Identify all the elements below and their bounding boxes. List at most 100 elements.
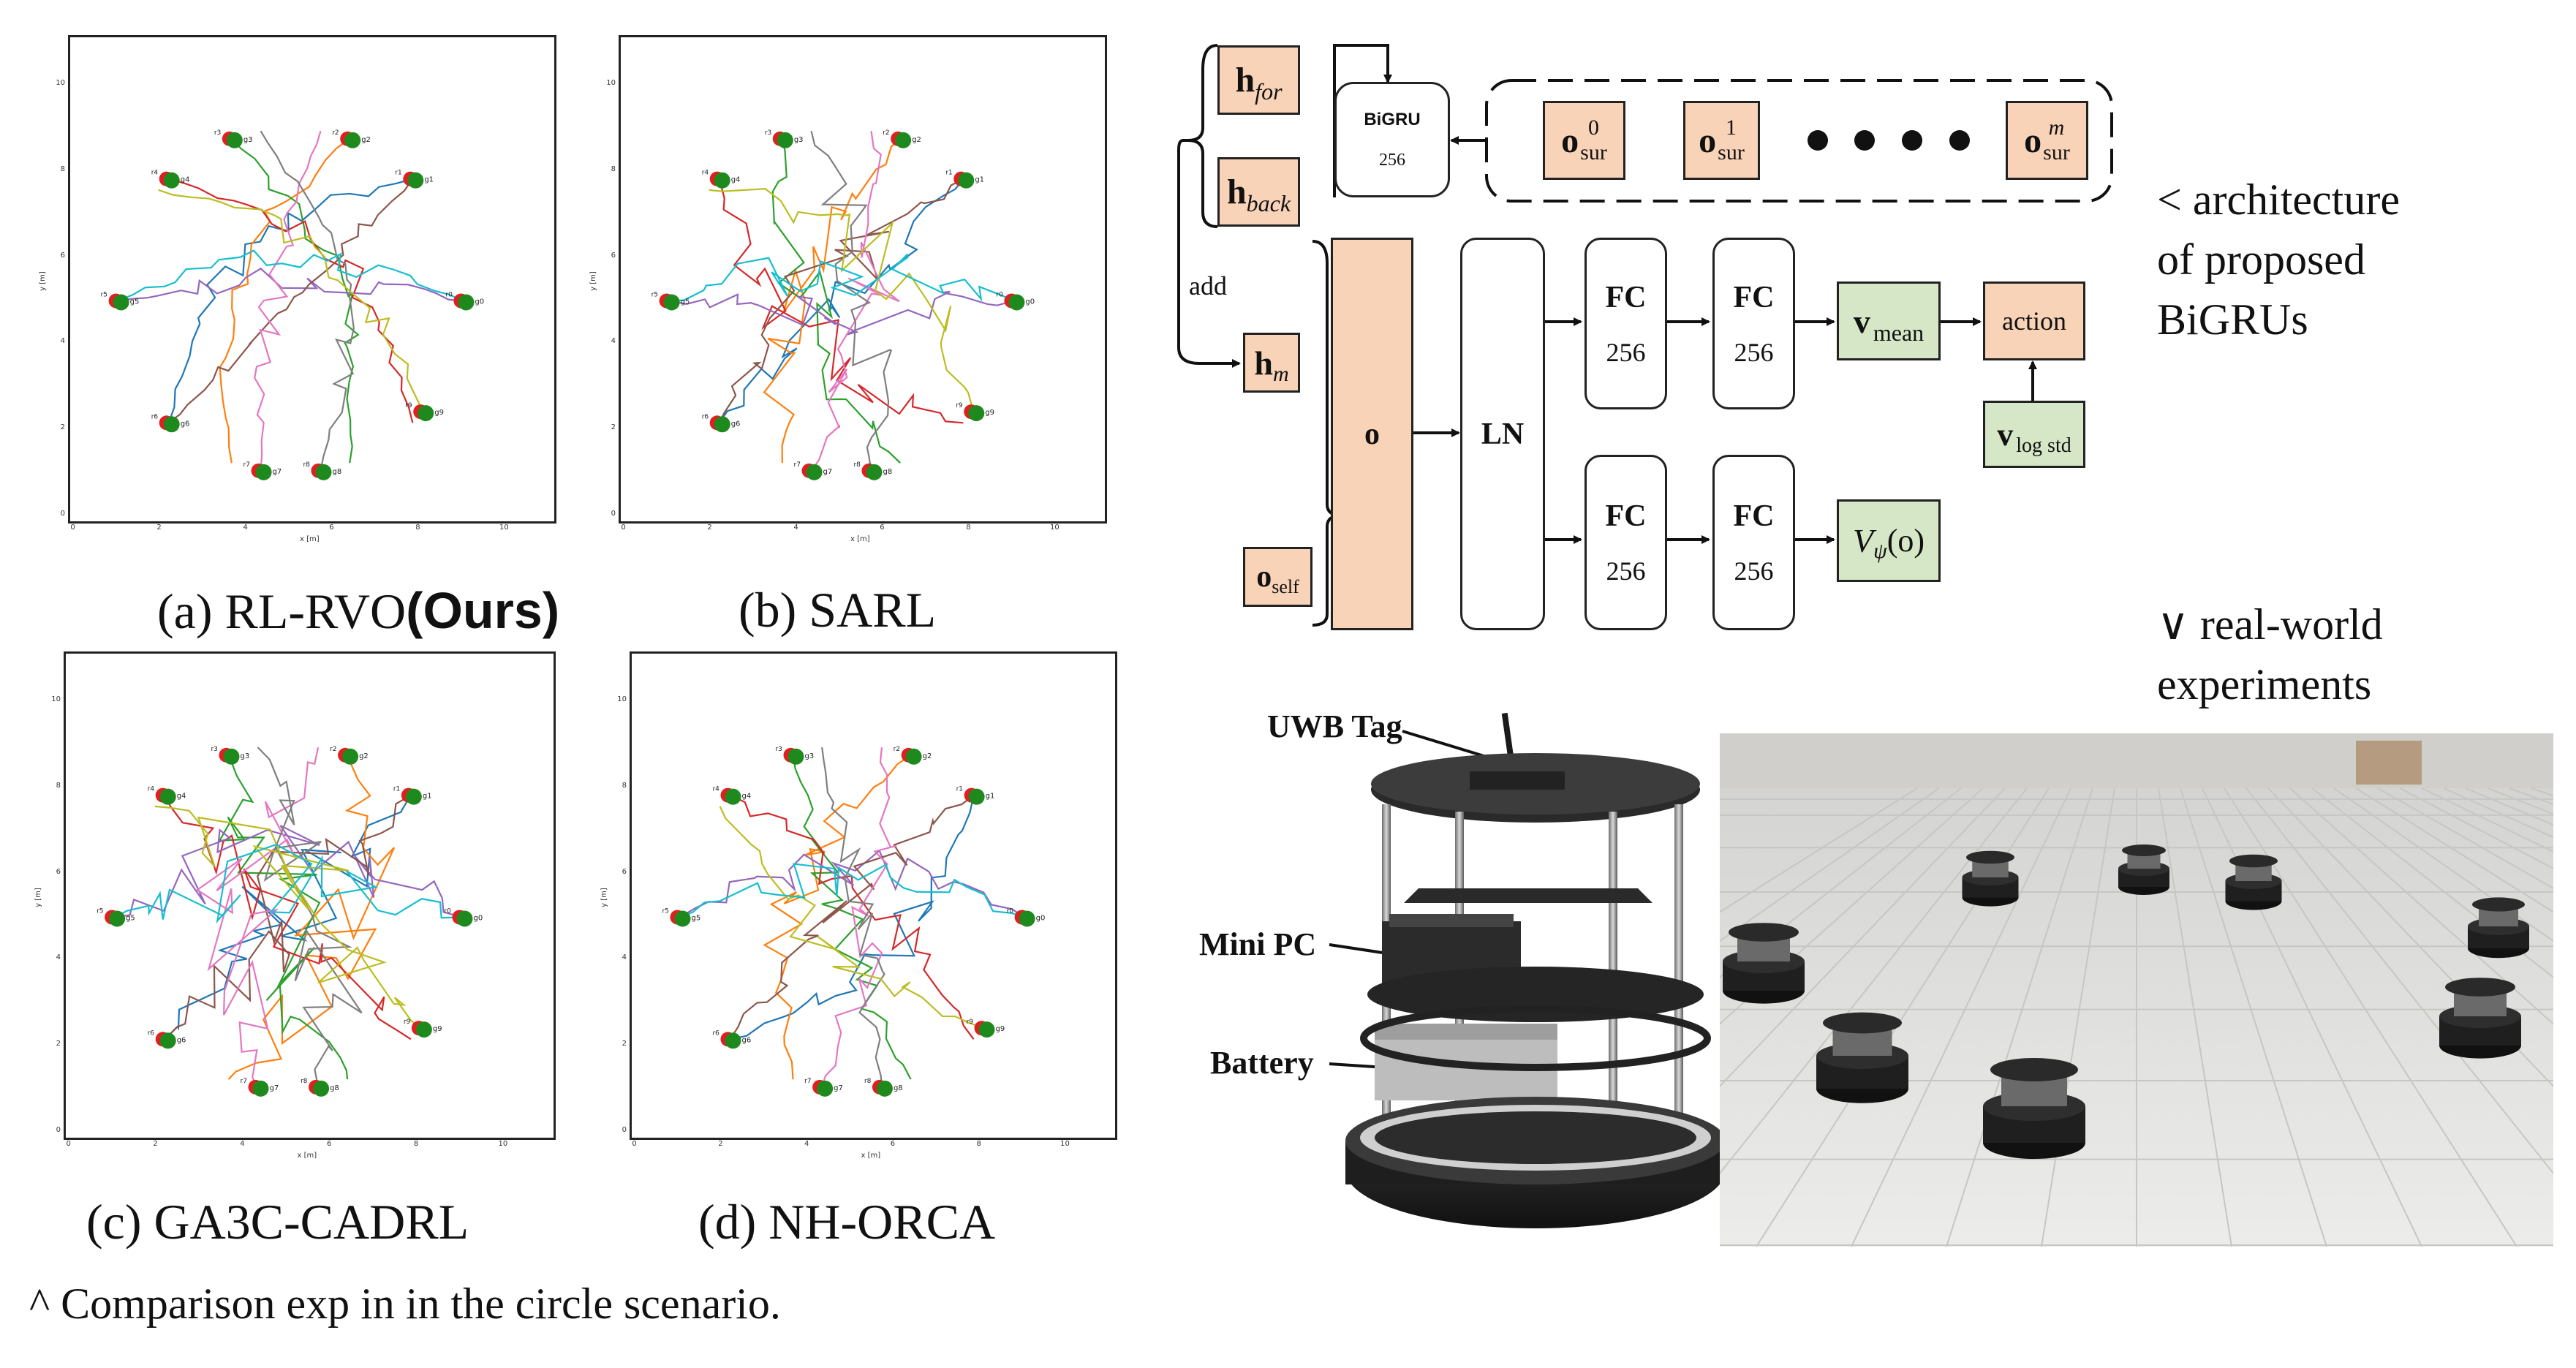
- x-tick-label: 2: [153, 1140, 158, 1148]
- goal-marker: [1008, 294, 1025, 311]
- goal-marker: [1019, 910, 1035, 927]
- robot-label: r8: [864, 1078, 872, 1085]
- trajectory-line: [227, 755, 396, 1080]
- robot-label: r1: [393, 786, 400, 793]
- trajectory-plot-svg: r1 g1 r2 g2 r3 g3 r4 g4 r5 g5 r6 g6 r7 g7 r8 g8 r9 g9 r0 g0: [101, 129, 484, 480]
- trajectory-line: [260, 130, 355, 472]
- x-tick-label: 10: [1050, 524, 1060, 532]
- trajectory-line: [219, 137, 350, 464]
- goal-label: g2: [923, 752, 932, 760]
- x-tick-label: 6: [890, 1140, 896, 1148]
- scene-robot: [1816, 1012, 1908, 1103]
- y-tick-label: 2: [622, 1040, 627, 1048]
- scene-robot: [2225, 854, 2282, 910]
- goal-marker: [456, 910, 473, 927]
- y-tick-label: 8: [622, 781, 627, 790]
- goal-marker: [876, 1080, 893, 1097]
- ellipsis-dots: [1808, 130, 1970, 151]
- goal-marker: [663, 294, 680, 311]
- o-sur-0-box: o 0 sur: [1543, 101, 1625, 180]
- goal-label: g4: [741, 793, 751, 801]
- robot-label: r2: [883, 129, 889, 137]
- trajectory-line: [821, 747, 885, 1087]
- x-tick-label: 2: [707, 524, 712, 532]
- x-tick-label: 6: [880, 524, 885, 532]
- y-tick-label: 8: [611, 165, 616, 173]
- caption-a: (a) RL-RVO(Ours): [157, 582, 560, 639]
- y-tick-label: 0: [622, 1126, 627, 1135]
- robot-label: r3: [214, 129, 221, 137]
- goal-label: g9: [985, 409, 994, 417]
- robot-label: r6: [712, 1029, 719, 1037]
- goal-marker: [787, 748, 804, 765]
- plot-rl-rvo: r1 g1 r2 g2 r3 g3 r4 g4 r5 g5 r6 g6 r7 g7 r8 g8 r9 g9 r0 g0: [68, 35, 556, 524]
- y-tick-label: 0: [60, 510, 65, 518]
- goal-marker: [895, 132, 912, 148]
- trajectory-line: [709, 187, 975, 412]
- trajectory-line: [668, 253, 1014, 302]
- robot-label: r7: [243, 461, 250, 469]
- x-tick-label: 2: [718, 1140, 723, 1148]
- robot-label: r6: [148, 1029, 155, 1037]
- trajectory-line: [164, 795, 412, 1040]
- goal-label: g8: [894, 1084, 903, 1092]
- goal-label: g1: [424, 176, 434, 184]
- scene-robot: [1983, 1058, 2085, 1159]
- robot-label: r5: [101, 291, 107, 298]
- y-tick-label: 8: [56, 781, 61, 790]
- action-box: action: [1983, 281, 2085, 360]
- robot-label: r5: [662, 907, 668, 915]
- goal-label: g7: [270, 1084, 279, 1092]
- goal-label: g6: [177, 1036, 186, 1044]
- robot-label: r8: [853, 461, 861, 469]
- x-tick-label: 0: [70, 524, 75, 532]
- scene-robot: [2118, 844, 2169, 895]
- y-tick-label: 4: [611, 337, 616, 346]
- battery-label: Battery: [1210, 1045, 1314, 1081]
- goal-marker: [252, 1080, 269, 1097]
- goal-marker: [958, 172, 975, 189]
- goal-marker: [342, 748, 359, 765]
- goal-marker: [806, 464, 823, 480]
- trajectory-line: [195, 747, 320, 1088]
- goal-marker: [255, 464, 272, 480]
- goal-marker: [817, 1080, 834, 1097]
- goal-marker: [866, 464, 883, 480]
- goal-marker: [163, 172, 180, 189]
- x-tick-label: 10: [1060, 1140, 1070, 1148]
- goal-label: g4: [181, 176, 190, 184]
- trajectory-line: [821, 747, 897, 1088]
- robot-label: r0: [996, 291, 1003, 298]
- goal-label: g3: [794, 136, 804, 144]
- robot-label: r9: [967, 1019, 974, 1026]
- y-tick-label: 8: [60, 165, 65, 173]
- v-mean-box: v mean: [1837, 281, 1941, 360]
- y-tick-label: 10: [617, 695, 627, 703]
- goal-label: g2: [359, 752, 369, 760]
- fc-critic-1: FC 256: [1584, 455, 1667, 630]
- trajectory-line: [719, 806, 984, 1029]
- trajectory-line: [231, 138, 360, 464]
- y-axis-label: y [m]: [34, 888, 42, 907]
- robot-label: r6: [151, 413, 159, 420]
- scene-robot: [1962, 850, 2019, 907]
- goal-marker: [714, 416, 730, 433]
- goal-label: g3: [240, 752, 249, 760]
- h-forward-box: h for: [1217, 45, 1300, 115]
- o-sur-1-box: o 1 sur: [1683, 101, 1760, 180]
- goal-marker: [313, 1080, 330, 1097]
- robot-label: r1: [395, 170, 401, 177]
- goal-label: g5: [126, 914, 135, 922]
- uwb-tag-label: UWB Tag: [1267, 708, 1402, 744]
- o-sur-m-box: o m sur: [2006, 101, 2088, 180]
- robot-label: r5: [97, 907, 103, 915]
- goal-marker: [163, 416, 180, 433]
- y-tick-label: 4: [60, 337, 65, 346]
- scene-robot: [2439, 978, 2521, 1059]
- robot-label: r2: [332, 129, 339, 137]
- trajectory-line: [113, 825, 462, 918]
- fc-actor-2: FC 256: [1712, 238, 1795, 409]
- trajectory-line: [771, 138, 901, 464]
- add-label: add: [1189, 271, 1227, 301]
